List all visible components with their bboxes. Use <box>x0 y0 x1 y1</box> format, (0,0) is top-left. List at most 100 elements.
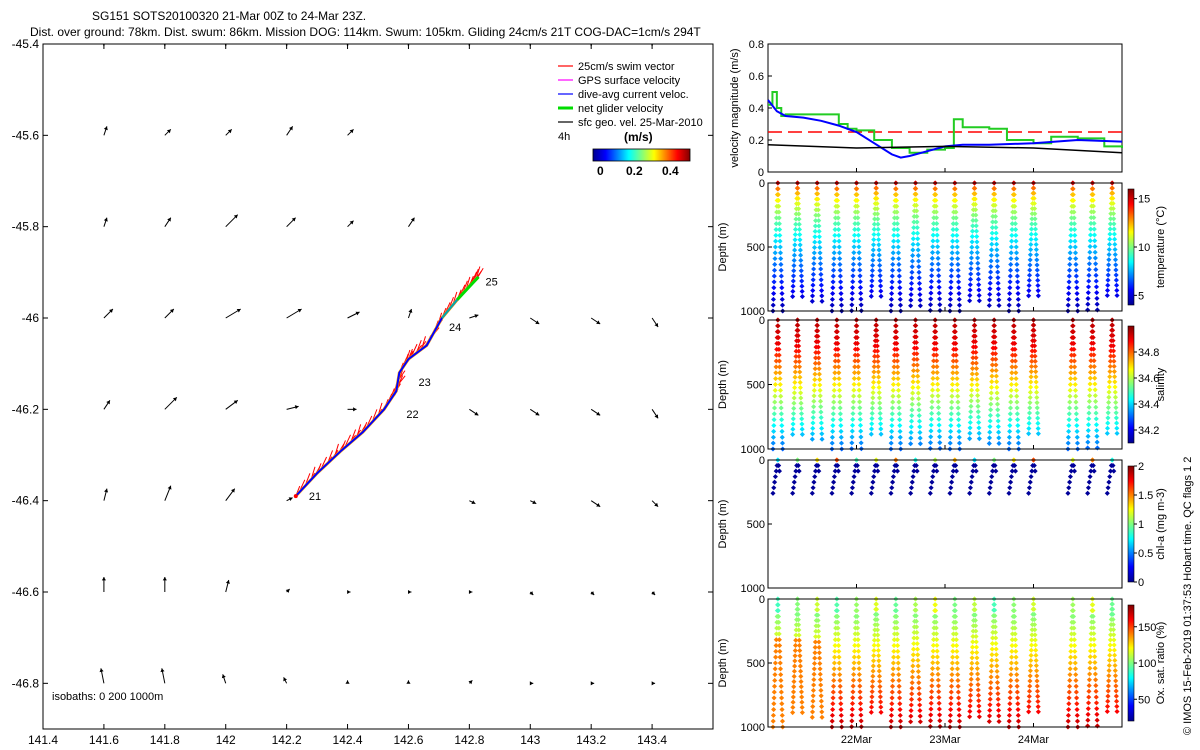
profile-sample-marker <box>779 718 786 724</box>
profile-sample-marker <box>836 238 842 244</box>
profile-sample-marker <box>1066 428 1072 434</box>
profile-y-tick-label: 0 <box>759 178 765 190</box>
isobaths-label: isobaths: 0 200 1000m <box>52 691 163 703</box>
profile-sample-marker <box>834 186 840 192</box>
profile-sample-marker <box>779 290 785 297</box>
profile-sample-marker <box>949 666 955 672</box>
profile-sample-marker <box>871 474 877 480</box>
geo-vector-arrowhead <box>590 681 595 686</box>
profile-sample-marker <box>852 637 858 643</box>
profile-sample-marker <box>1026 425 1032 432</box>
profile-sample-marker <box>875 364 881 370</box>
profile-sample-marker <box>993 646 999 652</box>
profile-sample-marker <box>956 706 962 713</box>
profile-sample-marker <box>799 416 805 422</box>
profile-sample-marker <box>986 297 993 303</box>
profile-sample-marker <box>909 685 915 691</box>
profile-sample-marker <box>1033 652 1039 658</box>
profile-sample-marker <box>917 292 923 298</box>
profile-sample-marker <box>953 358 959 364</box>
profile-sample-marker <box>889 417 895 423</box>
profile-sample-marker <box>1066 485 1072 491</box>
profile-sample-marker <box>969 382 975 388</box>
profile-sample-marker <box>851 250 857 256</box>
profile-sample-marker <box>817 261 824 267</box>
profile-sample-marker <box>935 677 941 683</box>
profile-sample-marker <box>1035 431 1041 437</box>
profile-sample-marker <box>956 701 962 707</box>
profile-sample-marker <box>969 233 975 240</box>
profile-sample-marker <box>913 618 919 624</box>
profile-sample-marker <box>1074 285 1080 291</box>
profile-sample-marker <box>799 278 805 284</box>
profile-sample-marker <box>1106 673 1112 679</box>
profile-sample-marker <box>876 237 882 243</box>
profile-sample-marker <box>773 370 779 376</box>
profile-sample-marker <box>969 660 975 666</box>
profile-sample-marker <box>790 431 796 437</box>
profile-sample-marker <box>913 191 919 197</box>
profile-sample-marker <box>1033 247 1039 253</box>
profile-sample-marker <box>1065 440 1071 446</box>
profile-sample-marker <box>793 627 799 633</box>
profile-sample-marker <box>1087 232 1094 238</box>
profile-sample-marker <box>1012 625 1018 631</box>
profile-sample-marker <box>811 250 817 256</box>
geo-vector-arrowhead <box>596 411 601 416</box>
profile-sample-marker <box>914 635 920 641</box>
profile-sample-marker <box>969 644 976 650</box>
profile-sample-marker <box>812 650 818 656</box>
profile-sample-marker <box>1015 712 1021 718</box>
profile-sample-marker <box>1032 632 1038 638</box>
profile-sample-marker <box>1031 611 1037 617</box>
profile-sample-marker <box>854 335 860 341</box>
profile-sample-marker <box>967 703 973 709</box>
profile-sample-marker <box>1065 302 1071 308</box>
profile-sample-marker <box>1094 723 1100 729</box>
profile-sample-marker <box>776 215 782 221</box>
profile-sample-marker <box>816 355 822 361</box>
profile-sample-marker <box>910 668 916 675</box>
profile-sample-marker <box>1110 211 1117 217</box>
profile-sample-marker <box>888 712 894 718</box>
profile-sample-marker <box>889 695 895 701</box>
profile-sample-marker <box>974 655 980 661</box>
profile-sample-marker <box>1107 358 1113 364</box>
profile-sample-marker <box>875 369 881 375</box>
colorbar-tick-label: 34.2 <box>1138 425 1159 437</box>
profile-sample-marker <box>937 718 943 724</box>
profile-sample-marker <box>967 276 974 282</box>
profile-sample-marker <box>987 424 993 430</box>
profile-sample-marker <box>790 699 796 705</box>
profile-sample-marker <box>1068 654 1074 660</box>
profile-sample-marker <box>908 485 914 491</box>
profile-sample-marker <box>771 695 777 701</box>
profile-sample-marker <box>975 398 981 404</box>
profile-sample-marker <box>838 712 844 718</box>
profile-sample-marker <box>877 678 883 684</box>
profile-sample-marker <box>797 658 803 664</box>
geo-vector-arrowhead <box>109 309 113 313</box>
profile-sample-marker <box>838 417 844 423</box>
profile-sample-marker <box>1086 398 1092 404</box>
profile-sample-marker <box>829 440 835 446</box>
profile-sample-marker <box>1014 399 1020 405</box>
profile-sample-marker <box>969 387 975 393</box>
colorbar-label: chl-a (mg m-3) <box>1155 488 1167 560</box>
profile-sample-marker <box>929 671 935 677</box>
profile-sample-marker <box>1085 706 1091 712</box>
profile-sample-marker <box>856 381 862 387</box>
profile-sample-marker <box>775 192 781 198</box>
geo-vector-arrowhead <box>103 126 108 131</box>
profile-sample-marker <box>1091 625 1097 631</box>
profile-sample-marker <box>1067 387 1073 393</box>
profile-sample-marker <box>835 358 841 364</box>
profile-sample-marker <box>876 384 882 391</box>
profile-sample-marker <box>793 221 799 227</box>
profile-sample-marker <box>812 644 818 650</box>
profile-sample-marker <box>835 463 841 469</box>
profile-sample-marker <box>1094 706 1100 712</box>
profile-sample-marker <box>969 474 975 480</box>
profile-sample-marker <box>1072 387 1079 393</box>
profile-sample-marker <box>832 232 838 238</box>
